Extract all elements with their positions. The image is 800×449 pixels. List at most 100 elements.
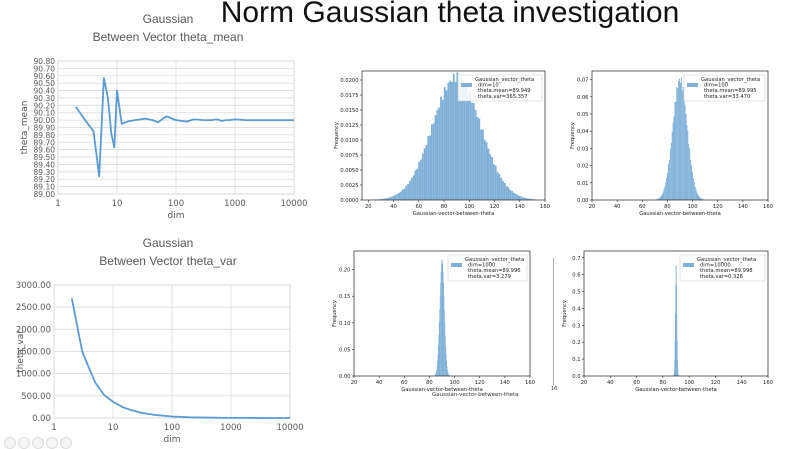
y-axis-label: Frequency [334,122,340,149]
histogram-bar [493,164,495,200]
y-tick-label: 0.5 [572,290,580,296]
histogram-bar [436,110,438,200]
y-tick-label: 0.0075 [340,153,358,159]
histogram-bar [488,149,490,200]
histogram-bar [464,86,466,200]
x-tick-label: 1000 [220,423,242,433]
histogram-bar [663,189,664,200]
x-tick-label: 40 [607,380,614,386]
histogram-bar [686,114,687,200]
bottom-caption: Gaussian-vector-between-theta [432,392,518,398]
chart-subtitle: Between Vector theta_var [99,254,236,268]
x-tick-label: 160 [763,204,773,210]
histogram-bar [413,175,415,200]
histogram-bar [690,160,691,200]
histogram-bar [478,119,480,200]
y-tick-label: 0.0125 [340,123,358,129]
next-slide-icon[interactable] [18,437,30,449]
zoom-icon[interactable] [32,437,44,449]
histogram-bar [471,103,473,200]
y-tick-label: 2500.00 [16,303,51,313]
histogram-bar [698,194,699,200]
x-tick-label: 10 [112,199,123,209]
histogram-bar [500,178,502,200]
histogram-bar [404,188,406,200]
chart-title: Gaussian [143,12,194,26]
x-tick-label: 140 [738,204,748,210]
y-axis-label: theta_mean [20,101,30,155]
histogram-bar [486,142,488,200]
histogram-bar [467,95,469,200]
histogram-bar [444,87,446,200]
histogram-bar [449,81,451,200]
x-tick-label: 60 [633,380,640,386]
x-tick-label: 100 [688,204,698,210]
x-tick-label: 60 [401,380,408,386]
x-tick-label: 40 [390,204,397,210]
x-tick-label: 100 [168,199,184,209]
histogram-bar [677,88,678,200]
y-tick-label: 0.03 [577,146,589,152]
histogram-bar [669,160,670,200]
y-tick-label: 0.20 [339,268,351,274]
x-tick-label: 1 [51,423,56,433]
stray-divider [553,258,554,386]
histogram-bar [696,189,697,200]
histogram-bar [513,193,515,200]
x-tick-label: 10000 [280,199,307,209]
histogram-bar [480,130,482,200]
y-tick-label: 0.0150 [340,108,358,114]
histogram-bar [508,187,510,200]
legend-entry: theta.var=365.357 [478,94,528,100]
histogram-bar [681,78,682,200]
histogram-bar [660,197,661,200]
legend-entry: theta.var=33.470 [704,94,750,100]
histogram-bar [680,83,681,200]
x-axis-label: Gaussian-vector-between-theta [635,387,717,393]
x-tick-label: 120 [475,380,485,386]
histogram-bar [469,91,471,200]
x-tick-label: 20 [351,380,358,386]
histogram-bar [520,196,522,200]
y-tick-label: 0.0050 [340,168,358,174]
x-tick-label: 120 [713,204,723,210]
y-tick-label: 0.00 [577,198,589,204]
y-tick-label: 500.00 [21,392,51,402]
y-tick-label: 0.06 [577,95,589,101]
histogram-bar [431,124,433,200]
histogram-bar [692,172,693,200]
x-tick-label: 120 [490,204,500,210]
menu-icon[interactable] [46,437,58,449]
histogram-bar [666,177,667,200]
x-tick-label: 20 [589,204,596,210]
histogram-bars [673,265,680,376]
histogram-bar [396,194,398,200]
histogram-bar [393,196,395,200]
histogram-bar [674,116,675,200]
x-axis-label: Gaussian-vector-between-theta [413,211,495,217]
y-tick-label: 0.0 [572,374,580,380]
x-tick-label: 1000 [224,199,246,209]
histogram-bar [518,196,520,200]
y-tick-label: 0.10 [339,321,351,327]
histogram-bar [442,100,444,200]
histogram-bar [447,83,449,200]
y-tick-label: 0.00 [32,414,51,424]
histogram-bar [517,195,519,200]
histogram-bar [427,136,429,200]
histogram-bar [416,169,418,200]
histogram-bar [400,192,402,200]
histogram-bar [515,194,517,200]
x-tick-label: 120 [710,380,720,386]
prev-slide-icon[interactable] [4,437,16,449]
histogram-bar [697,193,698,200]
histogram-bar [440,97,442,200]
more-icon[interactable] [60,437,72,449]
x-tick-label: 10 [108,423,119,433]
y-tick-label: 0.00 [339,374,351,380]
